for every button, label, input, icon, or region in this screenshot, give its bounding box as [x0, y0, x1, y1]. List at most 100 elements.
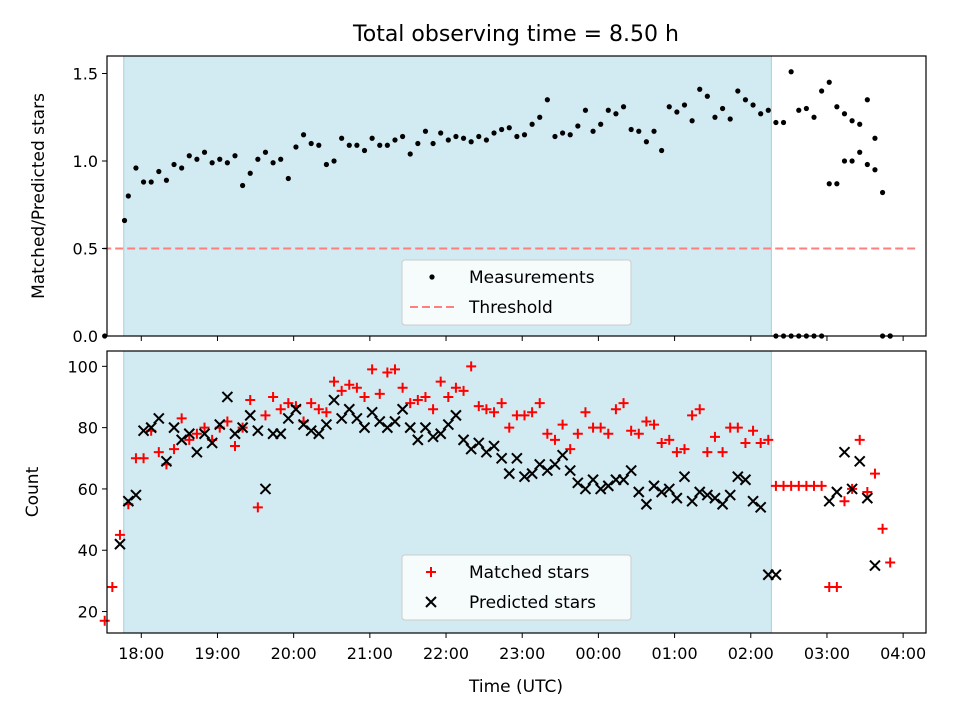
measurement-point-59 — [559, 130, 566, 136]
legend-box — [401, 259, 632, 326]
legend-label: Threshold — [468, 298, 553, 318]
measurement-point-8 — [834, 181, 840, 187]
measurement-point-97 — [849, 118, 855, 124]
y-axis-label: Matched/Predicted stars — [29, 93, 49, 299]
measurement-point-96 — [841, 111, 848, 117]
measurement-point-38 — [400, 133, 406, 140]
predicted-star-point-91 — [854, 455, 866, 468]
measurement-point-48 — [476, 133, 482, 140]
matched-star-point-45 — [443, 391, 454, 402]
measurement-point-64 — [598, 121, 604, 127]
measurement-point-32 — [354, 142, 360, 148]
predicted-star-point-3 — [137, 424, 150, 437]
measurement-point-100 — [872, 135, 878, 141]
measurement-point-53 — [514, 133, 520, 140]
predicted-star-point-90 — [846, 483, 858, 495]
measurement-point-65 — [605, 107, 611, 113]
measurement-point-25 — [300, 132, 307, 138]
matched-star-point-87 — [763, 434, 774, 445]
count-panel: 20 40 60 80 100 18:00 19:00 20:00 21:00 22:00 23:0… — [23, 351, 927, 663]
measurement-point-4 — [140, 179, 147, 185]
measurement-point-95 — [834, 104, 840, 110]
measurement-point-54 — [521, 132, 528, 138]
predicted-star-point-84 — [754, 501, 767, 514]
measurement-point-76 — [689, 118, 695, 124]
measurement-point-63 — [590, 128, 596, 134]
x-tick-label: 18:00 — [118, 644, 164, 663]
measurement-point-94 — [826, 79, 832, 85]
matched-star-point-5 — [138, 453, 149, 464]
matched-star-point-7 — [153, 447, 164, 458]
measurement-point-11 — [194, 156, 200, 162]
measurement-point-81 — [727, 116, 733, 122]
predicted-star-point-9 — [183, 428, 195, 440]
matched-star-point-70 — [633, 428, 644, 439]
predicted-star-point-14 — [221, 391, 234, 403]
measurement-point-14 — [879, 189, 886, 196]
measurement-point-13 — [872, 167, 878, 173]
matched-star-point-17 — [229, 441, 240, 452]
legend: Matched stars Predicted stars — [401, 554, 632, 621]
matched-star-point-61 — [565, 444, 576, 455]
predicted-star-point-37 — [396, 403, 409, 415]
matched-star-point-0 — [99, 615, 110, 626]
legend: Measurements Threshold — [401, 259, 632, 326]
predicted-star-point-26 — [313, 428, 325, 440]
predicted-star-point-15 — [229, 428, 241, 440]
legend-label: Predicted stars — [469, 593, 596, 613]
axes-frame — [106, 55, 927, 337]
measurement-point-1 — [121, 217, 128, 224]
matched-star-point-30 — [329, 376, 340, 387]
predicted-star-point-92 — [861, 492, 874, 504]
measurement-point-8 — [171, 161, 177, 168]
measurement-point-45 — [453, 133, 459, 140]
measurement-point-15 — [224, 160, 230, 166]
y-tick-label: 20 — [78, 603, 98, 622]
predicted-star-point-64 — [602, 480, 615, 492]
measurement-point-11 — [857, 149, 863, 155]
measurement-point-85 — [758, 111, 764, 117]
predicted-star-point-18 — [252, 424, 264, 437]
measurement-point-16 — [232, 153, 238, 159]
predicted-star-point-48 — [480, 446, 493, 458]
measurement-point-31 — [346, 142, 352, 148]
matched-star-point-102 — [877, 523, 888, 534]
predicted-star-point-33 — [366, 406, 378, 419]
measurement-point-90 — [796, 107, 802, 113]
y-tick-label: 0.5 — [73, 240, 98, 259]
predicted-star-point-45 — [457, 434, 470, 446]
measurement-point-77 — [697, 86, 703, 92]
matched-star-point-32 — [344, 379, 355, 390]
predicted-star-point-78 — [709, 492, 721, 504]
measurement-point-83 — [742, 97, 749, 103]
measurement-point-72 — [659, 147, 665, 154]
measurement-point-82 — [735, 88, 741, 94]
matched-star-point-73 — [656, 437, 667, 448]
predicted-star-point-87 — [823, 495, 835, 507]
matched-star-point-38 — [389, 364, 400, 375]
matched-star-point-27 — [306, 398, 317, 409]
x-tick-label: 20:00 — [271, 644, 317, 663]
measurement-point-91 — [803, 105, 809, 112]
measurement-point-37 — [392, 137, 398, 143]
matched-star-point-72 — [649, 419, 660, 430]
matched-star-point-33 — [351, 382, 362, 393]
measurement-point-12 — [864, 161, 870, 168]
matched-star-point-9 — [169, 444, 180, 455]
measurement-point-99 — [864, 97, 870, 103]
x-tick-label: 01:00 — [652, 644, 698, 663]
matched-star-point-97 — [839, 496, 850, 507]
measurement-point-89 — [788, 69, 794, 75]
measurement-point-20 — [262, 149, 269, 155]
predicted-star-point-54 — [526, 467, 538, 480]
matched-star-point-94 — [816, 480, 827, 491]
x-tick-label: 03:00 — [804, 644, 850, 663]
x-tick-label: 23:00 — [499, 644, 545, 663]
predicted-star-point-29 — [335, 412, 348, 425]
measurement-point-39 — [407, 151, 413, 157]
predicted-star-point-27 — [320, 418, 333, 431]
predicted-star-point-73 — [671, 492, 683, 504]
predicted-star-point-69 — [640, 498, 653, 510]
matched-star-point-80 — [709, 431, 720, 442]
x-tick-label: 19:00 — [194, 644, 240, 663]
